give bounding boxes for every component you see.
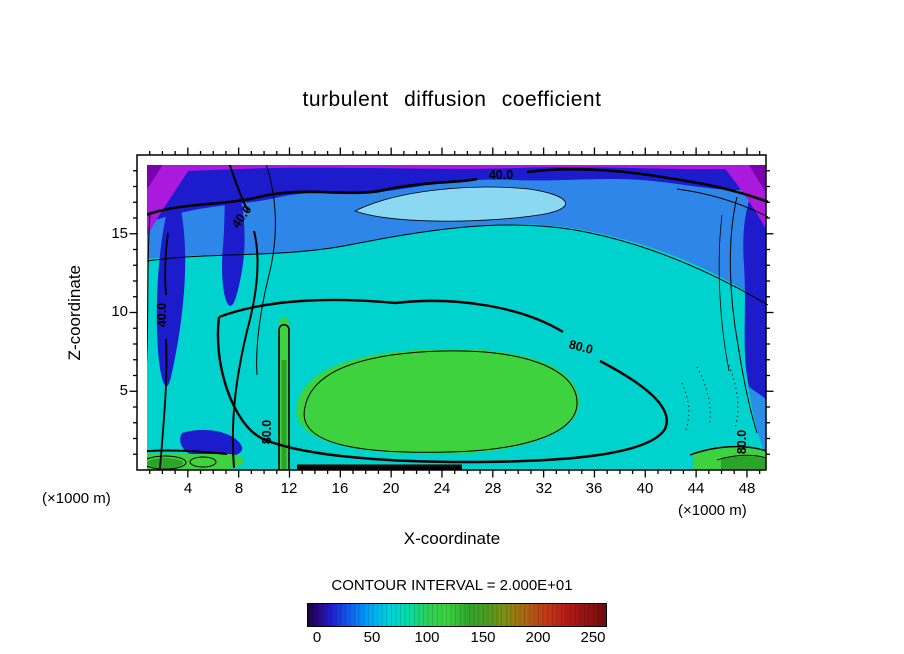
colorbar-tick-label: 50 [363, 629, 381, 646]
contour-field: 40.0 40.0 40.0 80.0 80.0 80.0 [129, 147, 774, 478]
contour-label: 80.0 [567, 337, 594, 356]
x-axis-label: X-coordinate [403, 529, 501, 548]
contour-label: 80.0 [260, 420, 274, 444]
colorbar-tick-label: 250 [580, 629, 606, 646]
contour-label: 40.0 [489, 168, 513, 182]
x-tick-label: 16 [331, 480, 349, 497]
x-tick-label: 48 [738, 480, 756, 497]
x-tick-label: 8 [234, 480, 244, 497]
x-tick-label: 44 [687, 480, 705, 497]
colorbar [307, 603, 607, 627]
contour-interval-text: CONTOUR INTERVAL = 2.000E+01 [331, 577, 573, 594]
top-left-purple-wedge [147, 165, 193, 236]
pale-cyan-band [355, 187, 566, 222]
y-tick-label: 5 [119, 382, 128, 399]
top-right-dark-corner [749, 165, 766, 193]
contour-label-group: 40.0 40.0 40.0 80.0 80.0 80.0 [155, 168, 749, 454]
x-tick-label: 28 [484, 480, 502, 497]
x-tick-label: 36 [585, 480, 603, 497]
x-tick-label: 4 [183, 480, 193, 497]
right-dark-strip [743, 171, 766, 399]
plot-border [136, 154, 767, 471]
colorbar-tick-label: 150 [470, 629, 496, 646]
x-tick-label: 12 [280, 480, 298, 497]
contour-lines [147, 165, 769, 470]
colorbar-tick-label: 200 [525, 629, 551, 646]
colorbar-tick-label: 0 [312, 629, 322, 646]
filled-regions [147, 165, 767, 470]
top-right-purple-wedge [721, 165, 766, 229]
x-unit-label-right: (×1000 m) [678, 502, 747, 519]
contour-line-100 [303, 350, 578, 453]
top-purple-strip [147, 165, 766, 176]
contour-line-60 [147, 224, 769, 306]
x-tick-label: 20 [382, 480, 400, 497]
x-unit-label-left: (×1000 m) [42, 490, 111, 507]
top-dark-blue-band [147, 165, 766, 224]
y-tick-label: 15 [111, 225, 128, 242]
colorbar-tick-label: 100 [414, 629, 440, 646]
y-tick-label: 10 [111, 303, 128, 320]
x-tick-label: 32 [535, 480, 553, 497]
green-core-region [296, 348, 580, 455]
contour-line-80 [218, 298, 564, 334]
contour-line-40 [147, 177, 478, 216]
y-axis-label: Z-coordinate [65, 264, 84, 361]
x-tick-label: 40 [636, 480, 654, 497]
left-dark-streak [156, 185, 186, 387]
x-tick-label: 24 [433, 480, 451, 497]
chart-title: turbulent diffusion coefficient [302, 88, 602, 111]
contour-label: 80.0 [735, 430, 749, 454]
contour-label: 40.0 [155, 303, 169, 327]
